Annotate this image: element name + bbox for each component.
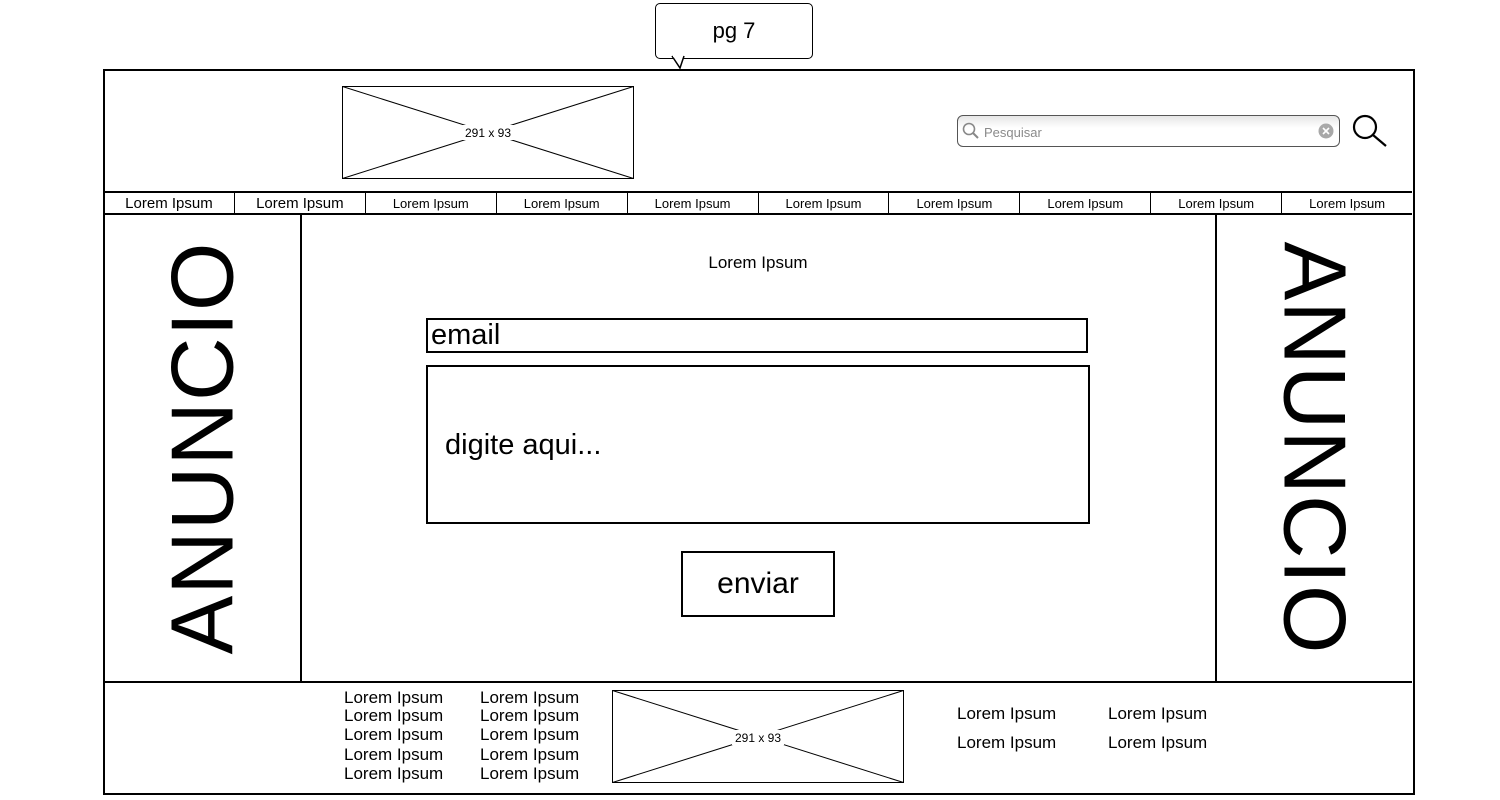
- search-button-magnifier-icon[interactable]: [1351, 113, 1389, 149]
- footer-link[interactable]: Lorem Ipsum: [480, 688, 580, 707]
- left-ad-text: ANUNCIO: [152, 241, 252, 655]
- footer-links-col2: Lorem Ipsum Lorem Ipsum Lorem Ipsum Lore…: [480, 688, 579, 784]
- nav-item-1[interactable]: Lorem Ipsum: [104, 193, 235, 214]
- page-annotation-bubble: pg 7: [655, 3, 813, 59]
- footer-links-col1: Lorem Ipsum Lorem Ipsum Lorem Ipsum Lore…: [344, 688, 443, 784]
- footer-image-placeholder: 291 x 93: [612, 690, 904, 783]
- footer-link[interactable]: Lorem Ipsum: [480, 725, 580, 744]
- footer-link-right-3[interactable]: Lorem Ipsum: [957, 733, 1057, 752]
- right-ad-slot[interactable]: ANUNCIO: [1217, 215, 1411, 681]
- nav-item-4[interactable]: Lorem Ipsum: [497, 193, 628, 214]
- footer-link[interactable]: Lorem Ipsum: [344, 705, 444, 725]
- message-textarea[interactable]: [426, 365, 1090, 524]
- nav-item-2[interactable]: Lorem Ipsum: [235, 193, 366, 214]
- footer-divider: [104, 681, 1412, 683]
- nav-item-5[interactable]: Lorem Ipsum: [628, 193, 759, 214]
- nav-top-divider: [104, 191, 1412, 193]
- right-ad-text: ANUNCIO: [1265, 241, 1365, 655]
- footer-link-right-1[interactable]: Lorem Ipsum: [957, 704, 1057, 723]
- nav-item-8[interactable]: Lorem Ipsum: [1020, 193, 1152, 214]
- email-field[interactable]: [426, 318, 1088, 353]
- main-nav: Lorem Ipsum Lorem Ipsum Lorem Ipsum Lore…: [104, 193, 1412, 214]
- footer-link-right-4[interactable]: Lorem Ipsum: [1108, 733, 1208, 752]
- page-frame: [103, 69, 1415, 795]
- clear-x-icon[interactable]: [1318, 123, 1334, 139]
- footer-link[interactable]: Lorem Ipsum: [344, 725, 444, 744]
- page-annotation-label: pg 7: [712, 18, 756, 43]
- footer-link[interactable]: Lorem Ipsum: [480, 744, 580, 764]
- nav-item-9[interactable]: Lorem Ipsum: [1151, 193, 1283, 214]
- footer-link[interactable]: Lorem Ipsum: [344, 764, 444, 783]
- search-input[interactable]: [982, 121, 1306, 143]
- logo-image-placeholder: 291 x 93: [342, 86, 634, 179]
- footer-image-size-label: 291 x 93: [735, 731, 781, 745]
- nav-bottom-divider: [104, 213, 1412, 215]
- nav-item-7[interactable]: Lorem Ipsum: [889, 193, 1021, 214]
- contact-title: Lorem Ipsum: [708, 253, 808, 272]
- nav-item-6[interactable]: Lorem Ipsum: [759, 193, 890, 214]
- footer-link[interactable]: Lorem Ipsum: [480, 764, 580, 783]
- right-ad-divider: [1215, 214, 1217, 682]
- footer-link[interactable]: Lorem Ipsum: [344, 688, 444, 707]
- logo-size-label: 291 x 93: [465, 126, 511, 140]
- magnifier-icon: [962, 122, 979, 139]
- left-ad-divider: [300, 214, 302, 682]
- footer-link-right-2[interactable]: Lorem Ipsum: [1108, 704, 1208, 723]
- nav-item-10[interactable]: Lorem Ipsum: [1309, 196, 1386, 211]
- bubble-tail: [671, 55, 685, 70]
- footer-link[interactable]: Lorem Ipsum: [344, 744, 444, 764]
- nav-item-3[interactable]: Lorem Ipsum: [366, 193, 497, 214]
- send-button[interactable]: enviar: [681, 551, 835, 617]
- footer-link[interactable]: Lorem Ipsum: [480, 705, 580, 725]
- left-ad-slot[interactable]: ANUNCIO: [104, 215, 300, 681]
- search-box[interactable]: [957, 115, 1340, 147]
